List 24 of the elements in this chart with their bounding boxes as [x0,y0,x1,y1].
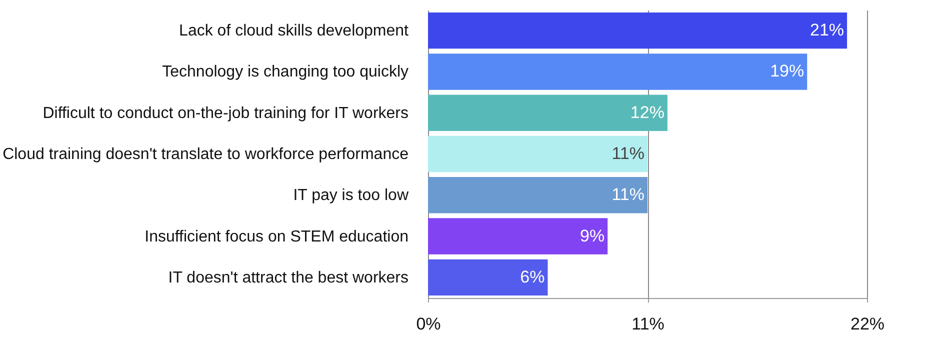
bar [428,12,848,49]
y-tick-label: Difficult to conduct on-the-job training for IT workers [42,104,408,122]
data-label: 21% [810,20,844,40]
data-label: 11% [612,185,644,204]
data-label: 19% [770,62,804,81]
y-tick-label: IT doesn't attract the best workers [168,269,408,286]
data-label: 12% [630,102,664,122]
y-tick-label: IT pay is too low [293,187,409,204]
data-label: 11% [612,144,644,163]
bar [428,177,648,214]
y-tick-label: Cloud training doesn't translate to workforce performance [2,146,409,163]
bar [428,218,608,254]
x-tick-label: 22% [850,314,885,334]
x-tick-label: 11% [632,314,664,334]
y-tick-label: Insufficient focus on STEM education [144,228,408,246]
y-tick-label: Technology is changing too quickly [162,64,408,81]
bar [428,136,648,172]
data-label: 9% [580,226,605,246]
bar [428,259,548,296]
y-tick-label: Lack of cloud skills development [179,22,410,40]
bar [428,54,808,90]
x-tick-label: 0% [416,314,441,334]
bar [428,94,668,131]
data-label: 6% [520,267,545,286]
